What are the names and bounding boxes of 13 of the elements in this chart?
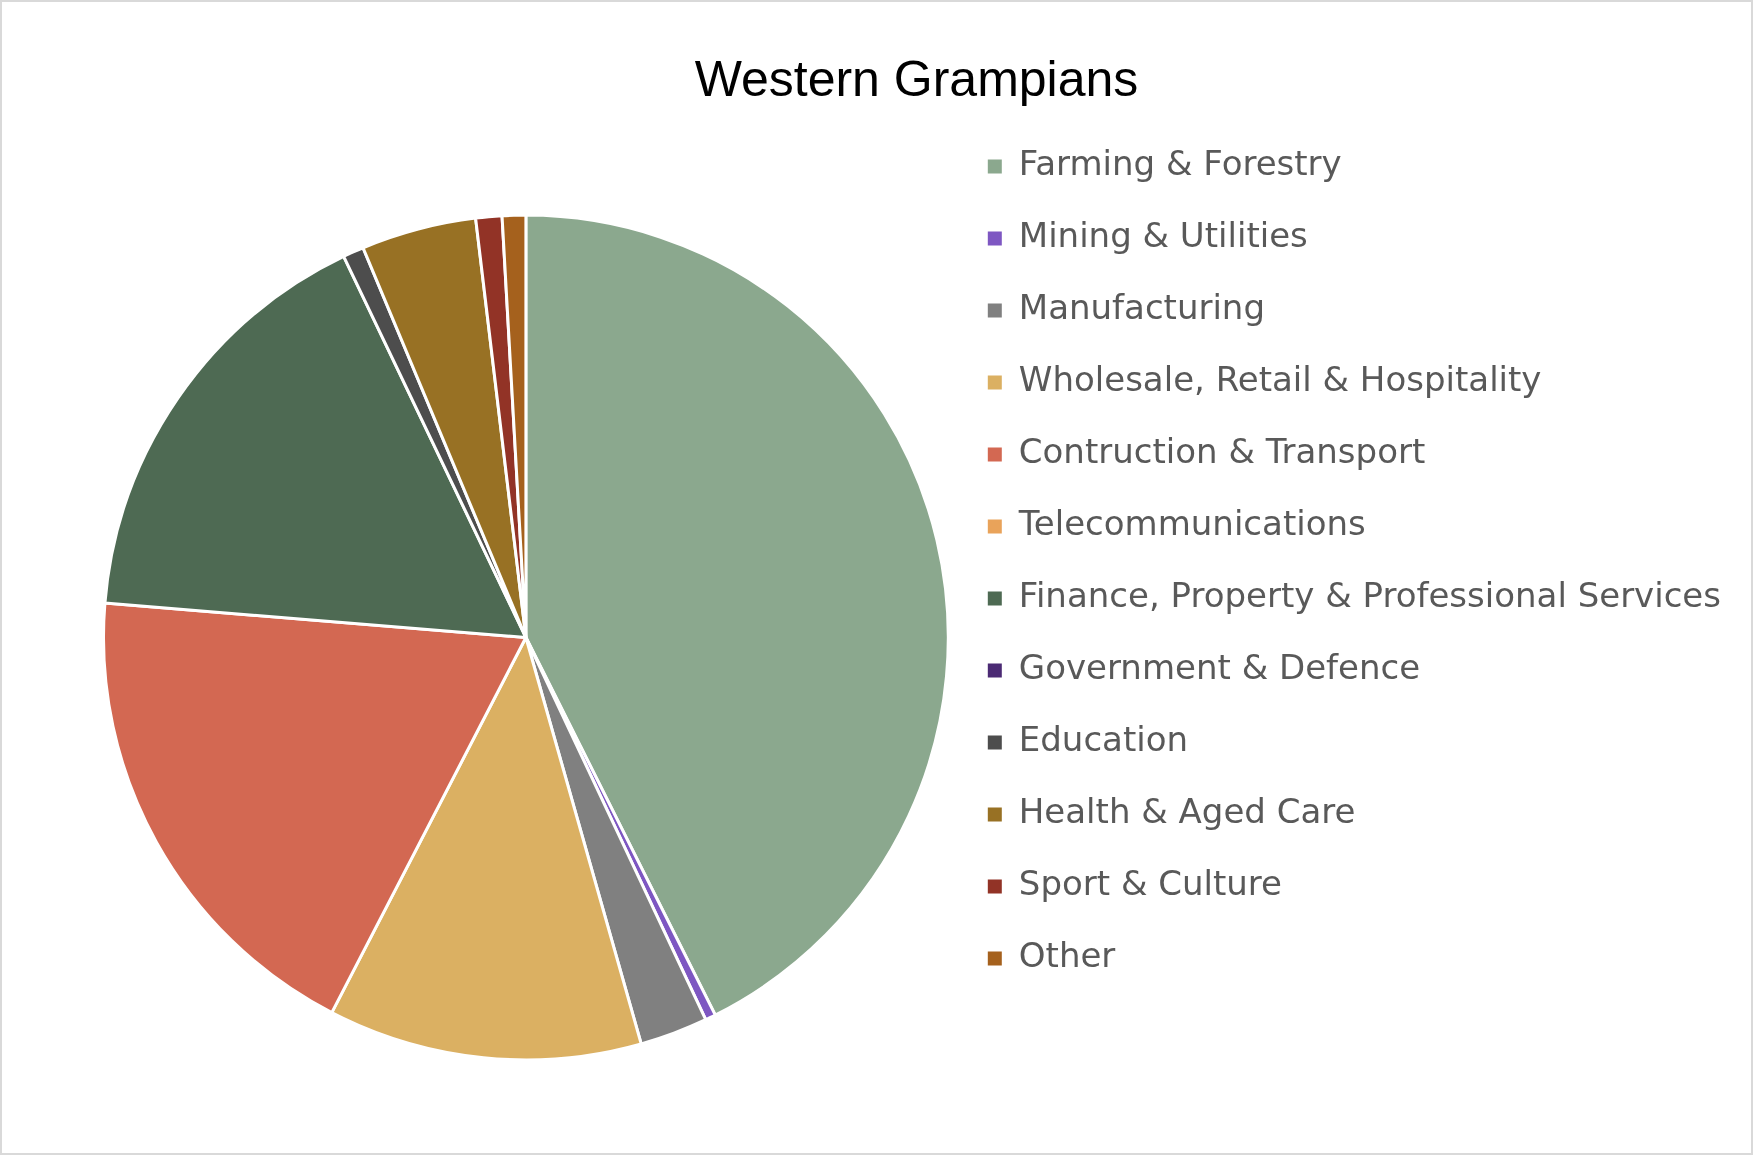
legend-label: Mining & Utilities — [1018, 215, 1308, 256]
legend-label: Contruction & Transport — [1018, 431, 1426, 472]
legend-label: Manufacturing — [1018, 287, 1266, 328]
legend-label: Sport & Culture — [1018, 863, 1282, 904]
legend-label: Telecommunications — [1017, 503, 1366, 544]
legend-label: Other — [1018, 935, 1116, 976]
legend-label: Wholesale, Retail & Hospitality — [1018, 359, 1542, 400]
legend-label: Government & Defence — [1018, 647, 1421, 688]
legend-label: Health & Aged Care — [1018, 791, 1356, 832]
legend-label: Education — [1018, 719, 1189, 760]
chart-title: Western Grampians — [694, 50, 1139, 107]
legend-label: Farming & Forestry — [1018, 143, 1342, 184]
legend-label: Finance, Property & Professional Services — [1018, 575, 1722, 616]
